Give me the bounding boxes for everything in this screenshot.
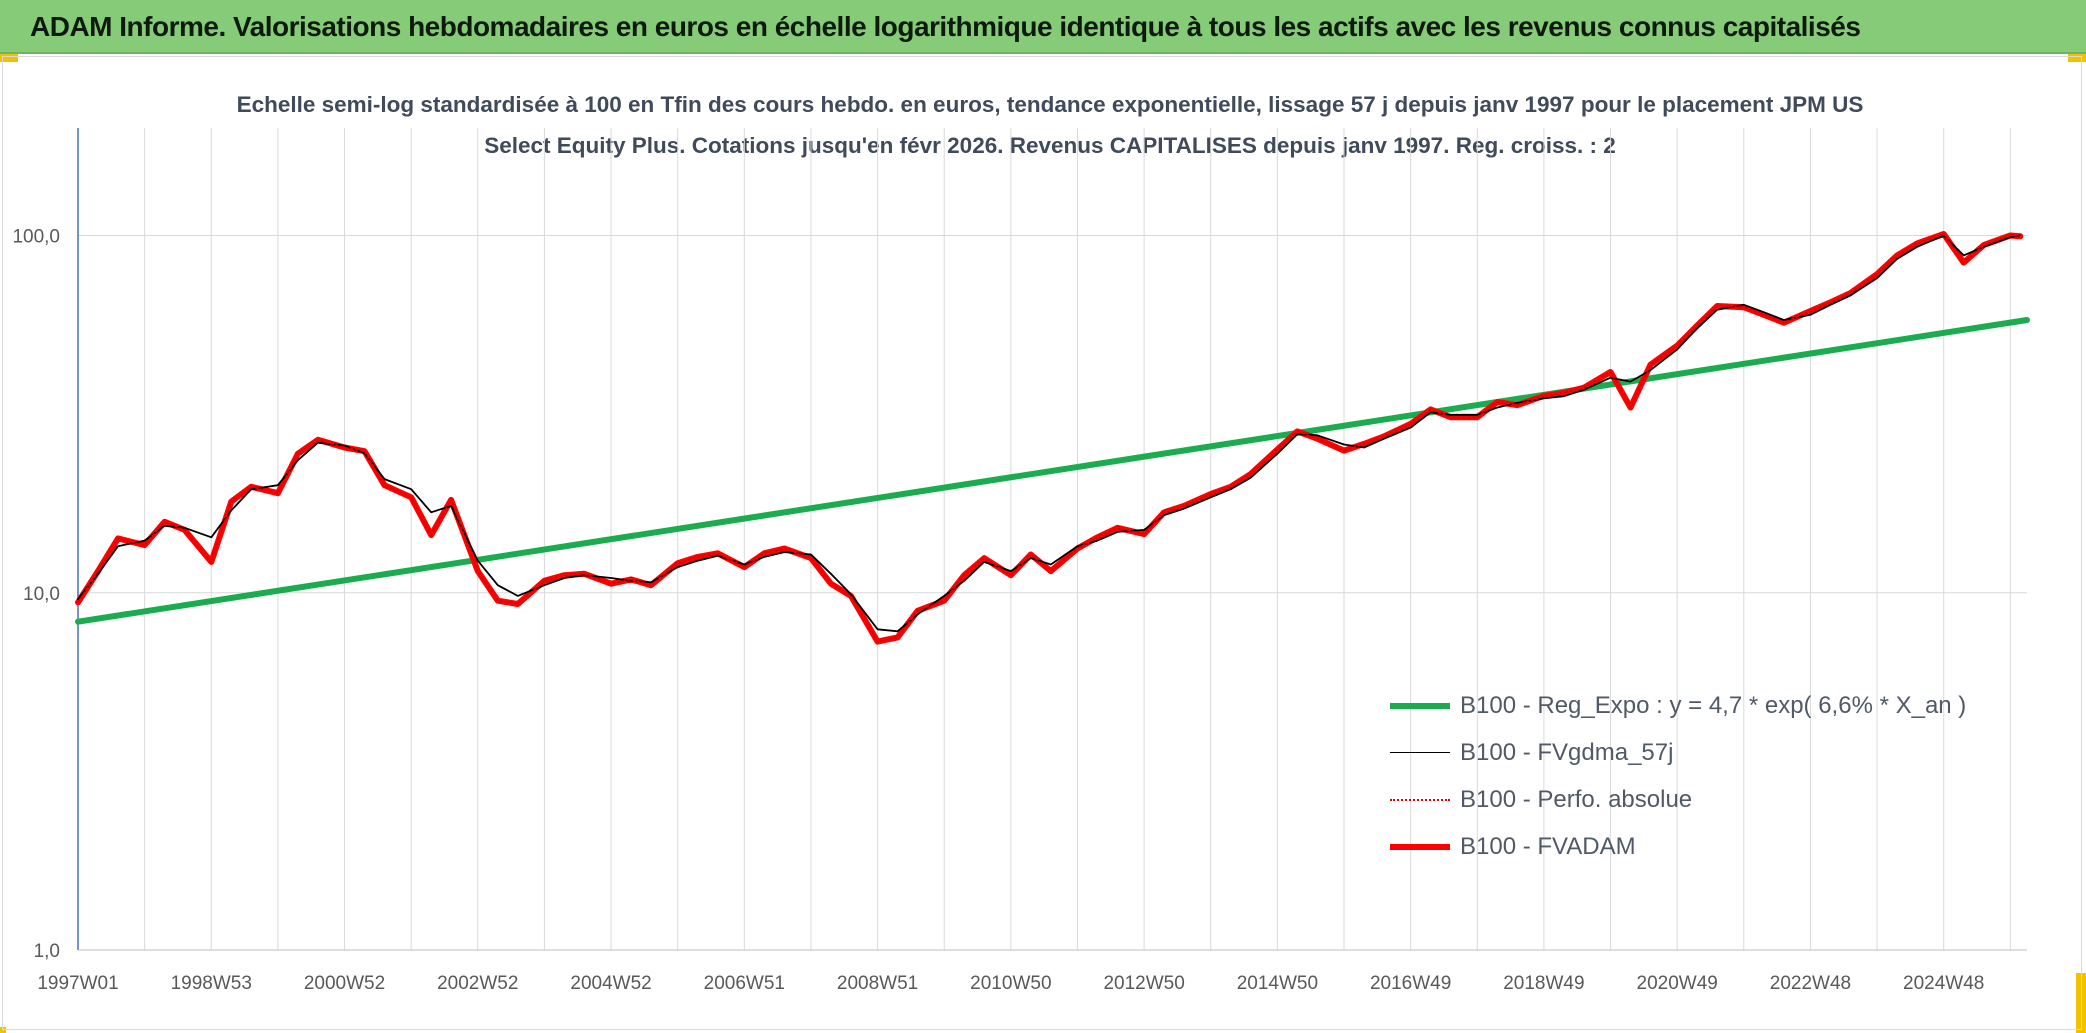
x-tick-label: 2022W48 [1770,973,1851,994]
series-line-4 [75,231,2024,645]
x-tick-label: 2020W49 [1637,973,1718,994]
x-tick-label: 2016W49 [1370,973,1451,994]
chart-frame [2,56,2082,1030]
legend-item: B100 - FVgdma_57j [1390,729,2030,776]
legend-swatch [1390,843,1450,850]
x-tick-label: 2000W52 [304,973,385,994]
x-tick-label: 2018W49 [1503,973,1584,994]
x-tick-label: 1997W01 [37,973,118,994]
x-tick-label: 2014W50 [1237,973,1318,994]
series-line-1 [75,317,2030,625]
chart-legend: B100 - Reg_Expo : y = 4,7 * exp( 6,6% * … [1390,682,2030,870]
x-tick-label: 2010W50 [970,973,1051,994]
legend-item: B100 - Reg_Expo : y = 4,7 * exp( 6,6% * … [1390,682,2030,729]
legend-label: B100 - Reg_Expo : y = 4,7 * exp( 6,6% * … [1460,691,1967,719]
y-tick-label: 100,0 [12,227,60,248]
series-line-3 [77,233,2022,643]
legend-label: B100 - Perfo. absolue [1460,785,1693,813]
legend-label: B100 - FVADAM [1460,832,1636,860]
series-layer [75,231,2030,645]
grid-layer [77,128,2027,950]
legend-swatch [1390,702,1450,709]
x-tick-label: 2004W52 [570,973,651,994]
legend-item: B100 - Perfo. absolue [1390,776,2030,823]
chart-title: Echelle semi-log standardisée à 100 en T… [236,92,1864,158]
series-line-2 [77,234,2022,633]
corner-marker-bottom-left [0,1027,6,1033]
x-tick-label: 2008W51 [837,973,918,994]
legend-swatch [1390,752,1450,753]
legend-swatch [1390,798,1450,801]
legend-item: B100 - FVADAM [1390,823,2030,870]
x-tick-label: 2012W50 [1103,973,1184,994]
x-tick-label: 2024W48 [1903,973,1984,994]
y-tick-label: 10,0 [23,584,60,605]
legend-label: B100 - FVgdma_57j [1460,738,1674,766]
x-tick-label: 1998W53 [171,973,252,994]
x-tick-label: 2002W52 [437,973,518,994]
axis-layer: 1,0 10,0 100,0 1997W01 1998W53 2000W52 2002W52… [12,128,2027,994]
x-tick-label: 2006W51 [704,973,785,994]
y-tick-label: 1,0 [34,941,60,962]
page-title-banner: ADAM Informe. Valorisations hebdomadaire… [0,0,2086,54]
